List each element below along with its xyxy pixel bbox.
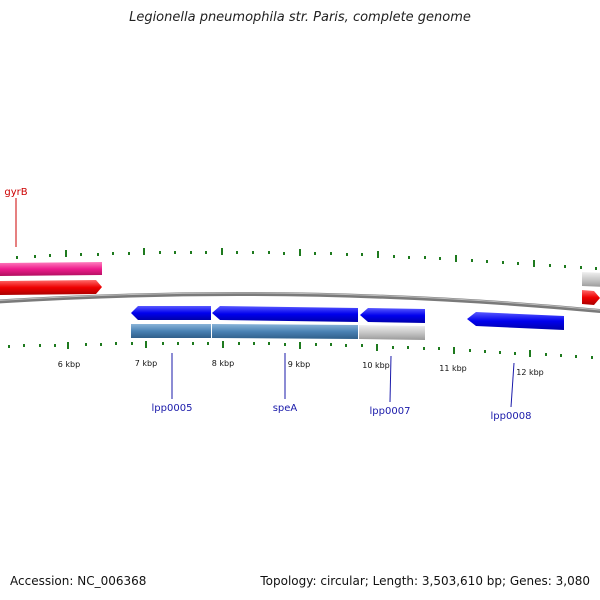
gene-label-speA[interactable]: speA: [273, 403, 298, 414]
tick-label-6kbp: 6 kbp: [58, 360, 80, 369]
tick-label-12kbp: 12 kbp: [516, 368, 544, 377]
gene-label-lpp0007[interactable]: lpp0007: [370, 406, 411, 417]
gene-label-gyrB[interactable]: gyrB: [4, 187, 27, 198]
tick-label-10kbp: 10 kbp: [362, 361, 390, 370]
tick-label-7kbp: 7 kbp: [135, 359, 157, 368]
gene-gyrB[interactable]: [0, 262, 102, 276]
lpp0007-leader: [389, 355, 392, 403]
gene-label-lpp0005[interactable]: lpp0005: [152, 403, 193, 414]
gene-speA-box[interactable]: [212, 324, 358, 339]
accession-text: Accession: NC_006368: [10, 574, 147, 588]
genome-backbone: [0, 292, 600, 314]
gene-lpp0005-arrow[interactable]: [131, 306, 211, 320]
gene-left-red[interactable]: [0, 280, 102, 295]
tick-label-8kbp: 8 kbp: [212, 359, 234, 368]
gene-lpp0007-box[interactable]: [359, 325, 425, 340]
gene-speA-arrow[interactable]: [212, 306, 358, 322]
gene-lpp0005-box[interactable]: [131, 324, 211, 338]
tick-label-9kbp: 9 kbp: [288, 360, 310, 369]
gene-lpp0008-arrow[interactable]: [467, 312, 564, 330]
gene-right-red[interactable]: [582, 290, 600, 305]
map-title: Legionella pneumophila str. Paris, compl…: [129, 10, 471, 25]
gene-label-lpp0008[interactable]: lpp0008: [491, 411, 532, 422]
gene-lpp0007-arrow[interactable]: [360, 308, 425, 323]
lower-tick-row: [8, 341, 593, 359]
upper-tick-row: [16, 248, 597, 270]
lpp0008-leader: [510, 362, 515, 408]
tick-label-11kbp: 11 kbp: [439, 364, 467, 373]
topology-text: Topology: circular; Length: 3,503,610 bp…: [260, 574, 590, 588]
gene-right-gray[interactable]: [582, 272, 600, 287]
